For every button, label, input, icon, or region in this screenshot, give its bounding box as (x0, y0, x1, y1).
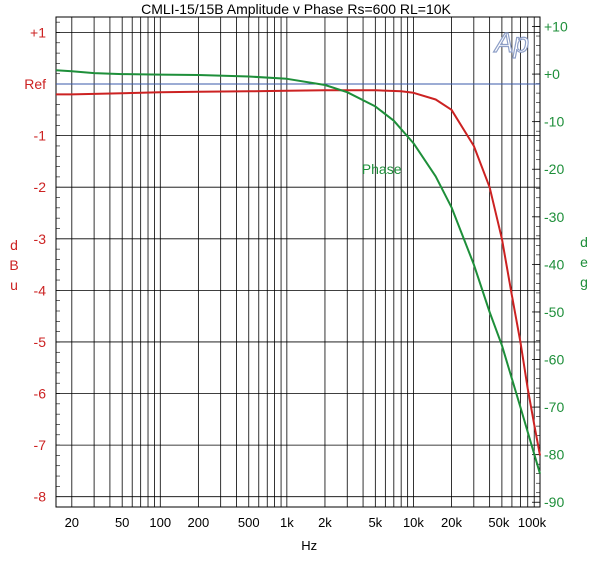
y-axis-label: u (10, 277, 18, 293)
y-tick-label: -4 (34, 282, 47, 298)
x-tick-label: 50 (115, 515, 129, 530)
y-tick-label: -7 (34, 437, 47, 453)
y2-axis-label: g (580, 274, 588, 290)
y-tick-label: -1 (34, 128, 47, 144)
x-tick-label: 100k (518, 515, 547, 530)
y-tick-label: -5 (34, 334, 47, 350)
ap-logo: Ap (493, 27, 529, 58)
y2-tick-label: +0 (544, 66, 560, 82)
y2-tick-label: -10 (544, 114, 564, 130)
y-tick-label: -3 (34, 231, 47, 247)
y2-tick-label: -30 (544, 209, 564, 225)
chart-title: CMLI-15/15B Amplitude v Phase Rs=600 RL=… (141, 1, 451, 17)
y2-tick-label: -40 (544, 256, 564, 272)
plot-frame (55, 16, 541, 508)
y2-axis-label: d (580, 234, 588, 250)
x-tick-label: 50k (488, 515, 509, 530)
y2-tick-label: -70 (544, 399, 564, 415)
y-tick-label: -8 (34, 489, 47, 505)
y2-tick-label: -90 (544, 494, 564, 510)
y-ref-label: Ref (24, 76, 46, 92)
x-tick-label: 20 (65, 515, 79, 530)
x-axis-label: Hz (301, 538, 317, 553)
amplitude-series-line (56, 89, 541, 456)
y-tick-label: -6 (34, 386, 47, 402)
x-tick-label: 500 (238, 515, 260, 530)
x-tick-label: 1k (280, 515, 294, 530)
x-tick-label: 20k (441, 515, 462, 530)
y2-tick-label: -60 (544, 352, 564, 368)
y-tick-label: -2 (34, 179, 47, 195)
y-axis-label: B (9, 257, 18, 273)
y-axis-label: d (10, 237, 18, 253)
y2-tick-label: -20 (544, 161, 564, 177)
x-tick-label: 200 (188, 515, 210, 530)
phase-annotation: Phase (362, 161, 402, 177)
y2-axis-label: e (580, 254, 588, 270)
x-tick-label: 10k (403, 515, 424, 530)
phase-series-line (55, 69, 541, 474)
x-tick-label: 5k (368, 515, 382, 530)
y2-tick-label: -80 (544, 447, 564, 463)
x-tick-label: 100 (149, 515, 171, 530)
y-tick-label: +1 (30, 24, 46, 40)
y2-tick-label: +10 (544, 19, 568, 35)
x-tick-label: 2k (318, 515, 332, 530)
y2-tick-label: -50 (544, 304, 564, 320)
